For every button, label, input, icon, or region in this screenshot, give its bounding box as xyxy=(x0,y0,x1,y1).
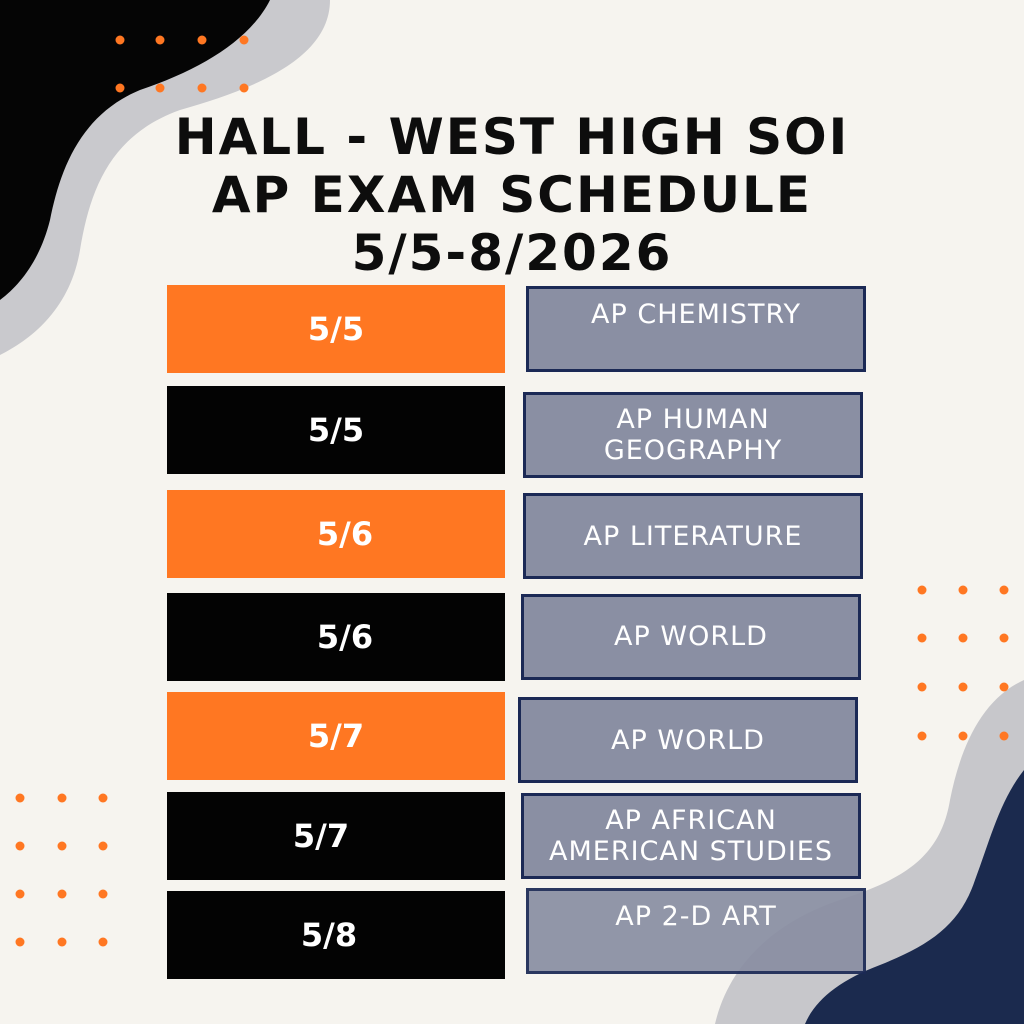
date-label: 5/6 xyxy=(316,618,374,656)
dot-grid-bottom-left xyxy=(15,793,108,947)
date-label: 5/7 xyxy=(307,717,365,755)
exam-label: AP WORLD xyxy=(614,621,768,652)
exam-cell: AP HUMAN GEOGRAPHY xyxy=(523,392,863,478)
exam-label-line2: GEOGRAPHY xyxy=(603,435,783,466)
exam-label: AP CHEMISTRY xyxy=(591,299,801,330)
exam-cell: AP 2-D ART xyxy=(526,888,866,974)
exam-cell: AP LITERATURE xyxy=(523,493,863,579)
exam-label: AP 2-D ART xyxy=(615,901,777,932)
exam-label: AP LITERATURE xyxy=(583,520,803,552)
title-line-schedule: AP EXAM SCHEDULE xyxy=(211,166,813,224)
exam-cell: AP CHEMISTRY xyxy=(526,286,866,372)
exam-label-line2: AMERICAN STUDIES xyxy=(549,836,833,867)
date-label: 5/5 xyxy=(307,411,365,449)
date-cell: 5/6 xyxy=(167,490,505,578)
date-cell: 5/7 xyxy=(167,792,505,880)
date-label: 5/5 xyxy=(307,310,365,348)
date-cell: 5/8 xyxy=(167,891,505,979)
date-cell: 5/7 xyxy=(167,692,505,780)
exam-cell: AP WORLD xyxy=(518,697,858,783)
date-label: 5/7 xyxy=(292,817,350,855)
black-blob-top-left xyxy=(0,0,270,300)
date-cell: 5/6 xyxy=(167,593,505,681)
exam-cell: AP WORLD xyxy=(521,594,861,680)
page-title: HALL - WEST HIGH SOI AP EXAM SCHEDULE 5/… xyxy=(0,108,1024,282)
navy-blob-bottom-right xyxy=(805,770,1024,1024)
date-cell: 5/5 xyxy=(167,386,505,474)
title-line-school: HALL - WEST HIGH SOI xyxy=(174,108,850,166)
date-cell: 5/5 xyxy=(167,285,505,373)
date-label: 5/8 xyxy=(300,916,358,954)
exam-label: AP WORLD xyxy=(611,724,765,756)
exam-cell: AP AFRICAN AMERICAN STUDIES xyxy=(521,793,861,879)
exam-label-line1: AP HUMAN xyxy=(616,404,770,435)
exam-label-line1: AP AFRICAN xyxy=(605,805,777,836)
dot-grid-top-left xyxy=(115,35,249,93)
date-label: 5/6 xyxy=(316,515,374,553)
title-line-dates: 5/5-8/2026 xyxy=(351,224,673,282)
dot-grid-right xyxy=(917,585,1009,741)
